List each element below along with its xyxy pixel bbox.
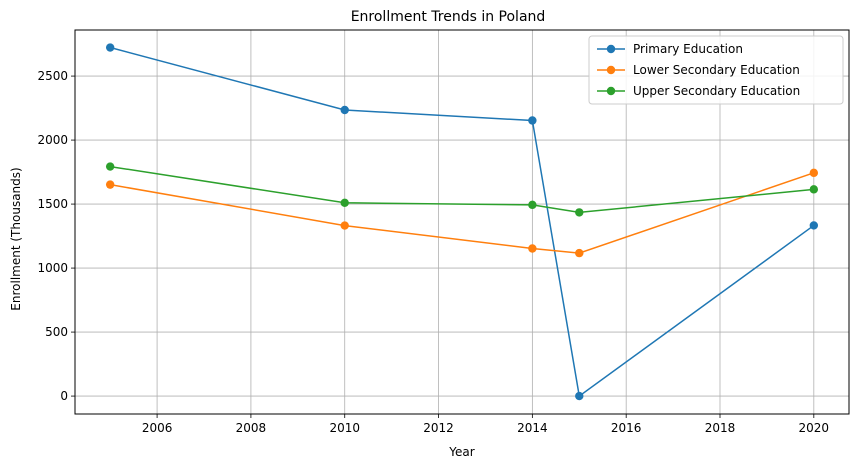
x-tick-label: 2014 (517, 421, 548, 435)
x-tick-label: 2016 (611, 421, 642, 435)
x-tick-label: 2012 (423, 421, 454, 435)
chart-title: Enrollment Trends in Poland (351, 9, 546, 25)
y-axis-ticks: 0 500 1000 1500 2000 2500 (37, 69, 75, 403)
legend-swatch-marker (606, 44, 616, 54)
data-point (105, 43, 115, 52)
y-tick-label: 500 (45, 325, 68, 339)
legend-label: Lower Secondary Education (633, 63, 800, 77)
x-axis-ticks: 2006 2008 2010 2012 2014 2016 2018 2020 (142, 414, 829, 435)
data-point (340, 198, 349, 207)
x-tick-label: 2006 (142, 421, 173, 435)
y-tick-label: 0 (60, 389, 68, 403)
data-point (528, 116, 537, 125)
legend: Primary Education Lower Secondary Educati… (588, 35, 844, 105)
data-point (340, 221, 349, 230)
data-point (105, 180, 115, 189)
data-point (575, 208, 584, 217)
x-axis-label: Year (448, 445, 474, 459)
data-point (575, 391, 584, 401)
data-point (809, 221, 819, 230)
y-tick-label: 2500 (37, 69, 68, 83)
legend-label: Upper Secondary Education (633, 84, 800, 98)
x-tick-label: 2020 (799, 421, 830, 435)
x-tick-label: 2008 (236, 421, 267, 435)
series-layer (105, 43, 819, 401)
y-axis-label: Enrollment (Thousands) (9, 167, 23, 310)
data-point (528, 244, 537, 253)
series-line-1 (110, 172, 815, 254)
data-point (809, 185, 819, 194)
x-tick-label: 2010 (329, 421, 360, 435)
series-line-2 (110, 165, 814, 214)
data-point (105, 162, 115, 171)
plot-area-frame (74, 29, 850, 415)
data-point (575, 248, 584, 258)
data-point (809, 168, 819, 178)
legend-swatch-marker (606, 86, 616, 96)
y-tick-label: 1000 (37, 261, 68, 275)
legend-swatch-marker (606, 65, 616, 75)
legend-box (588, 35, 844, 105)
data-point (528, 200, 537, 210)
y-tick-label: 1500 (37, 197, 68, 211)
data-point (340, 105, 349, 115)
x-tick-label: 2018 (705, 421, 736, 435)
legend-label: Primary Education (633, 42, 743, 56)
y-tick-label: 2000 (37, 133, 68, 147)
